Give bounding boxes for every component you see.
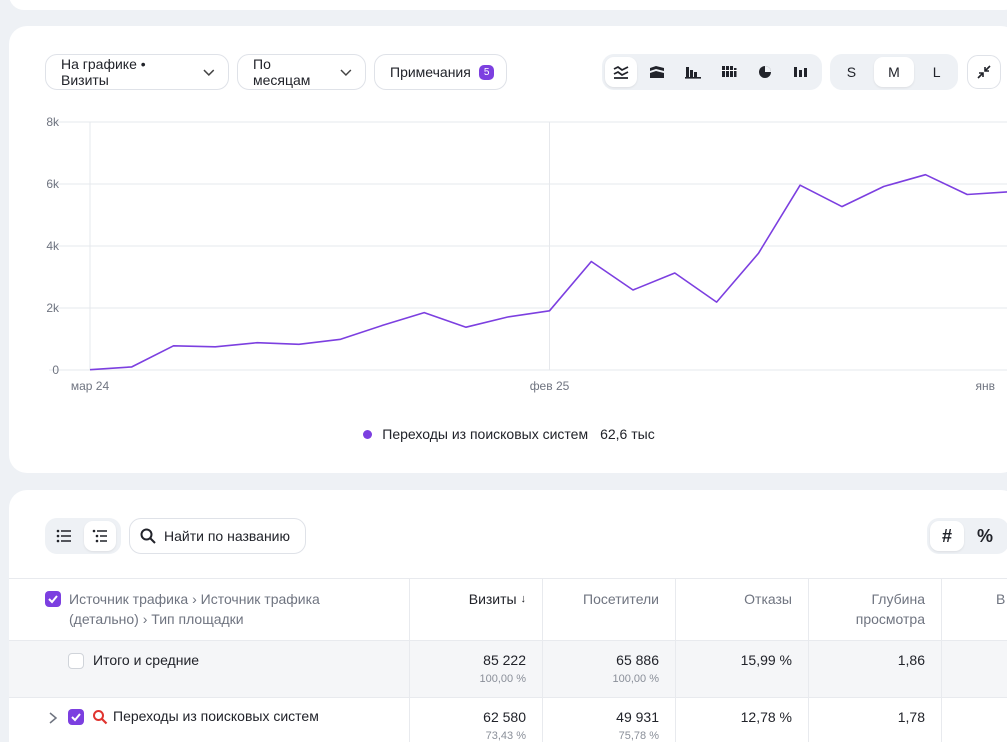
y-tick-label: 8k	[46, 115, 60, 129]
size-s-button[interactable]: S	[846, 64, 857, 80]
grouping-dropdown[interactable]: По месяцам	[237, 54, 366, 90]
row-label: Переходы из поисковых систем	[113, 708, 319, 724]
y-tick-label: 4k	[46, 239, 60, 253]
row-bounce-cell: 12,78 %	[676, 698, 809, 742]
size-m-button[interactable]: M	[873, 57, 915, 87]
column-header-depth-label: Глубина просмотра	[855, 591, 925, 627]
total-bounce-cell: 15,99 %	[676, 641, 809, 697]
row-label-cell: Переходы из поисковых систем	[9, 698, 410, 742]
legend-label: Переходы из поисковых систем	[382, 426, 589, 442]
row-visits-pct: 73,43 %	[485, 730, 526, 742]
column-header-bounce[interactable]: Отказы	[676, 579, 809, 640]
row-bounce: 12,78 %	[740, 709, 792, 725]
total-visitors-pct: 100,00 %	[612, 673, 659, 685]
total-bounce: 15,99 %	[740, 652, 792, 668]
size-switcher: S M L	[830, 54, 958, 90]
notes-button[interactable]: Примечания 5	[374, 54, 507, 90]
bar-chart-icon[interactable]	[677, 57, 709, 87]
collapse-icon[interactable]	[967, 55, 1001, 89]
column-header-depth[interactable]: Глубина просмотра	[809, 579, 942, 640]
line-chart: 0 2k 4k 6k 8k мар 24 фев 25 янв	[46, 115, 1007, 393]
notes-count-badge: 5	[478, 64, 495, 80]
total-visits-pct: 100,00 %	[479, 673, 526, 685]
legend-value: 62,6 тыс	[600, 426, 655, 442]
top-card	[9, 0, 1007, 10]
total-label: Итого и средние	[93, 652, 200, 668]
chart-metric-dropdown[interactable]: На графике • Визиты	[45, 54, 229, 90]
expand-chevron-icon[interactable]	[47, 711, 59, 725]
total-visits: 85 222	[483, 652, 526, 668]
total-checkbox[interactable]	[68, 653, 84, 669]
chart-legend: Переходы из поисковых систем 62,6 тыс	[9, 426, 1007, 442]
column-header-time[interactable]: В	[996, 591, 1006, 607]
total-label-cell: Итого и средние	[9, 641, 410, 697]
tree-list-icon[interactable]	[84, 521, 116, 551]
row-visitors: 49 931	[616, 709, 659, 725]
column-chart-icon[interactable]	[785, 57, 817, 87]
x-tick-label: янв	[976, 379, 996, 393]
x-tick-label: фев 25	[530, 379, 570, 393]
row-visits-cell: 62 580 73,43 %	[410, 698, 543, 742]
search-input[interactable]: Найти по названию	[129, 518, 306, 554]
y-tick-label: 0	[52, 363, 59, 377]
total-visits-cell: 85 222 100,00 %	[410, 641, 543, 697]
line-chart-icon[interactable]	[605, 57, 637, 87]
total-depth: 1,86	[897, 652, 925, 668]
stacked-area-icon[interactable]	[641, 57, 673, 87]
row-visits: 62 580	[483, 709, 526, 725]
grouping-label: По месяцам	[253, 56, 311, 88]
y-tick-label: 6k	[46, 177, 60, 191]
chart-type-switcher	[602, 54, 822, 90]
row-visitors-pct: 75,78 %	[618, 730, 659, 742]
total-visitors: 65 886	[616, 652, 659, 668]
legend-dot	[363, 429, 373, 439]
pie-chart-icon[interactable]	[749, 57, 781, 87]
y-tick-label: 2k	[46, 301, 60, 315]
select-all-checkbox[interactable]	[45, 591, 61, 607]
row-depth: 1,78	[897, 709, 925, 725]
chevron-down-icon	[340, 69, 352, 77]
search-icon	[140, 528, 156, 544]
search-engine-icon	[93, 710, 108, 725]
column-header-visits-label: Визиты	[468, 591, 517, 607]
series-line	[89, 173, 1007, 371]
column-header-visitors[interactable]: Посетители	[543, 579, 676, 640]
chart-metric-label: На графике • Визиты	[61, 56, 146, 88]
view-switcher	[45, 518, 121, 554]
row-visitors-cell: 49 931 75,78 %	[543, 698, 676, 742]
chevron-down-icon	[203, 69, 215, 76]
search-placeholder: Найти по названию	[164, 528, 290, 544]
size-l-button[interactable]: L	[932, 64, 941, 80]
row-checkbox[interactable]	[68, 709, 84, 725]
total-visitors-cell: 65 886 100,00 %	[543, 641, 676, 697]
dimension-header[interactable]: Источник трафика › Источник трафика (дет…	[9, 579, 410, 640]
table-header: Источник трафика › Источник трафика (дет…	[9, 578, 1007, 640]
absolute-values-button[interactable]: #	[930, 521, 964, 551]
percent-values-button[interactable]: %	[976, 525, 993, 546]
table-row[interactable]: Переходы из поисковых систем 62 580 73,4…	[9, 697, 1007, 742]
column-header-visits[interactable]: Визиты ↓	[410, 579, 543, 640]
total-depth-cell: 1,86	[809, 641, 942, 697]
table-total-row: Итого и средние 85 222 100,00 % 65 886 1…	[9, 640, 1007, 697]
value-mode-switcher: # %	[927, 518, 1007, 554]
chart-card: На графике • Визиты По месяцам Примечани…	[9, 26, 1007, 473]
sort-desc-icon: ↓	[520, 593, 527, 605]
notes-label: Примечания	[390, 64, 471, 80]
row-depth-cell: 1,78	[809, 698, 942, 742]
stacked-bar-icon[interactable]	[713, 57, 745, 87]
x-tick-label: мар 24	[71, 379, 110, 393]
flat-list-icon[interactable]	[48, 521, 80, 551]
table-card: Найти по названию # % Источник трафика ›…	[9, 490, 1007, 742]
dimension-header-label: Источник трафика › Источник трафика (дет…	[69, 591, 320, 627]
